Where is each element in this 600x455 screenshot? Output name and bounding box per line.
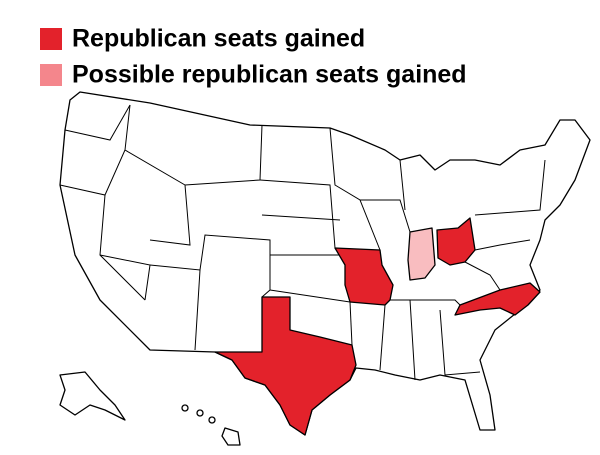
state-borders [59,104,546,381]
missouri [334,247,394,306]
indiana [407,227,436,281]
legend-swatch [40,28,62,50]
north-carolina [454,282,541,316]
ohio [436,217,476,266]
us-map [59,91,591,446]
legend: Republican seats gained Possible republi… [40,25,467,89]
legend-swatch [40,64,62,86]
legend-label: Republican seats gained [72,25,365,53]
legend-label: Possible republican seats gained [72,61,467,89]
hawaii [181,404,241,446]
alaska [59,371,126,421]
texas [214,296,357,436]
